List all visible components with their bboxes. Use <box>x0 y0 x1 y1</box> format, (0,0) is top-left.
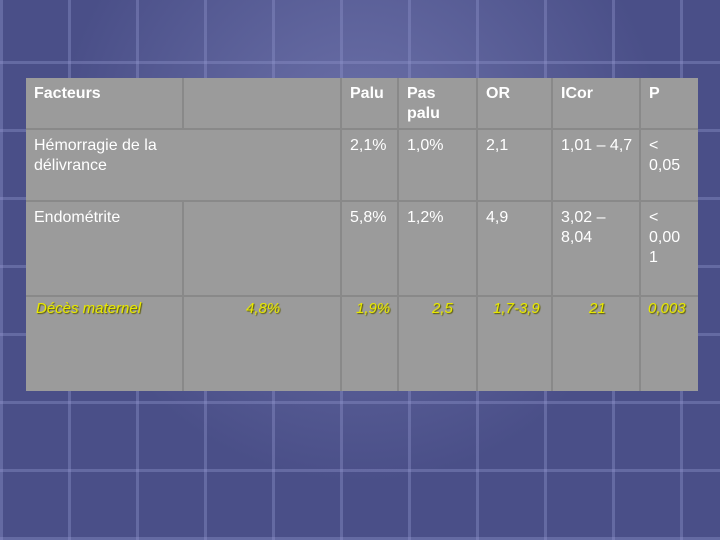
cell-empty <box>478 297 551 391</box>
overlay-palu: 4,8% <box>246 300 281 317</box>
overlay-p: 0,003 <box>648 300 686 317</box>
data-table: Facteurs Palu Pas palu OR ICor P Hémorra… <box>26 78 698 391</box>
header-p: P <box>641 78 698 128</box>
cell-empty <box>184 202 340 295</box>
cell-or: 2,1 <box>478 130 551 200</box>
cell-empty <box>184 297 340 391</box>
cell-empty <box>553 297 639 391</box>
cell-pas-palu: 1,2% <box>399 202 476 295</box>
table-row: Endométrite 5,8% 1,2% 4,9 3,02 – 8,04 < … <box>26 202 698 295</box>
overlay-value: 21 <box>589 300 606 317</box>
overlay-pas-palu: 1,9% <box>356 300 391 317</box>
cell-empty <box>399 297 476 391</box>
cell-empty <box>641 297 698 391</box>
table-row: Hémorragie de la délivrance 2,1% 1,0% 2,… <box>26 130 698 200</box>
header-or: OR <box>478 78 551 128</box>
cell-p: < 0,05 <box>641 130 698 200</box>
cell-palu: 2,1% <box>342 130 397 200</box>
overlay-or: 2,5 <box>432 300 453 317</box>
cell-empty <box>342 297 397 391</box>
header-icor: ICor <box>553 78 639 128</box>
overlay-deces-maternel: Décès maternel <box>36 300 142 317</box>
overlay-icor: 1,7-3,9 <box>493 300 540 317</box>
table-row <box>26 297 698 391</box>
table-header-row: Facteurs Palu Pas palu OR ICor P <box>26 78 698 128</box>
cell-or: 4,9 <box>478 202 551 295</box>
cell-icor: 3,02 – 8,04 <box>553 202 639 295</box>
cell-facteur: Endométrite <box>26 202 182 295</box>
cell-palu: 5,8% <box>342 202 397 295</box>
header-facteurs: Facteurs <box>26 78 182 128</box>
header-pas-palu: Pas palu <box>399 78 476 128</box>
cell-pas-palu: 1,0% <box>399 130 476 200</box>
header-palu: Palu <box>342 78 397 128</box>
cell-p: < 0,00 1 <box>641 202 698 295</box>
cell-empty <box>184 130 340 200</box>
cell-empty <box>26 297 182 391</box>
header-empty <box>184 78 340 128</box>
cell-facteur: Hémorragie de la délivrance <box>26 130 186 200</box>
cell-icor: 1,01 – 4,7 <box>553 130 639 200</box>
